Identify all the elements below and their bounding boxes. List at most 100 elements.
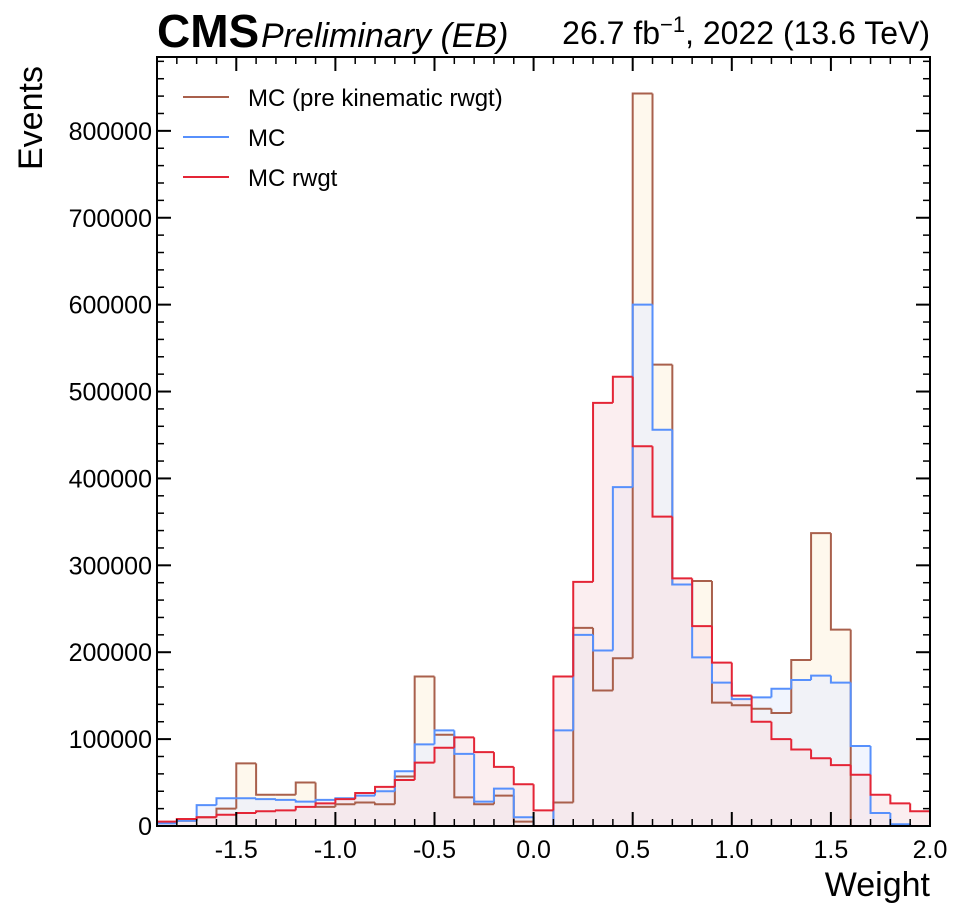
y-tick-label: 400000	[69, 465, 152, 493]
histogram-bin	[909, 803, 930, 813]
histogram-bin	[433, 746, 455, 763]
y-tick-label: 800000	[69, 118, 152, 146]
histogram-bin	[829, 533, 851, 631]
x-tick-label: -0.5	[413, 836, 456, 864]
histogram-bin	[453, 736, 475, 748]
histogram-bin	[730, 662, 752, 697]
lumi-prefix: 26.7 fb	[562, 15, 660, 51]
histogram-bin	[294, 781, 316, 795]
x-tick-label: 2.0	[913, 836, 948, 864]
histogram-bin	[195, 804, 217, 821]
x-tick-label: 0.0	[516, 836, 551, 864]
histogram-bin	[374, 802, 395, 806]
y-tick-label: 100000	[69, 726, 152, 754]
x-tick-label: 1.5	[814, 836, 849, 864]
histogram-bin	[592, 401, 613, 582]
histogram-bin	[849, 765, 871, 776]
histogram-bin	[849, 682, 871, 748]
histogram-bin	[869, 746, 891, 814]
y-tick-label: 0	[138, 813, 152, 841]
lumi-exponent: −1	[660, 12, 685, 37]
plot-frame	[156, 56, 931, 827]
y-axis-label: Events	[12, 66, 50, 170]
histogram-bin	[790, 679, 812, 689]
legend: MC (pre kinematic rwgt) MC MC rwgt	[183, 85, 503, 192]
histogram-bin	[889, 794, 911, 805]
histogram-bin	[354, 791, 376, 800]
histogram-bin	[354, 801, 376, 805]
status-label: Preliminary (EB)	[261, 17, 508, 55]
x-tick-label: 0.5	[615, 836, 650, 864]
histogram-bin	[235, 762, 257, 809]
histogram-bin	[810, 749, 831, 760]
histogram-bin	[334, 798, 356, 804]
histogram-bin	[770, 687, 792, 698]
histogram-bin	[512, 788, 534, 819]
x-axis-label: Weight	[825, 866, 931, 904]
ticks-layer: -1.5 -1.0 -0.5 0.0 0.5 1.0 1.5 2.0 0 100000 200000…	[69, 57, 948, 864]
histogram-bin	[611, 657, 633, 691]
histogram-bin	[314, 802, 336, 807]
histogram-bin	[671, 516, 693, 580]
histogram-bin	[512, 766, 534, 786]
histogram-bin	[710, 626, 732, 664]
histogram-bin	[611, 486, 633, 651]
histogram-bin	[215, 797, 237, 806]
histogram-bin	[314, 798, 336, 802]
histogram-bin	[532, 784, 554, 812]
histogram-bin	[274, 809, 296, 812]
legend-label: MC	[248, 125, 285, 152]
lumi-suffix: , 2022 (13.6 TeV)	[685, 15, 930, 51]
histogram-bin	[334, 803, 356, 807]
histogram-bin	[492, 787, 514, 802]
histogram-bin	[810, 532, 831, 661]
histogram-bin	[611, 375, 633, 403]
histogram-bin	[413, 675, 435, 777]
histogram-bin	[651, 93, 673, 366]
y-tick-label: 700000	[69, 205, 152, 233]
histogram-bin	[215, 813, 237, 818]
histogram-bin	[255, 810, 276, 813]
histogram-bin	[829, 675, 851, 684]
histogram-bin	[671, 429, 693, 586]
lumi-label: 26.7 fb−1, 2022 (13.6 TeV)	[562, 12, 930, 51]
histogram-layer	[156, 92, 931, 827]
y-tick-label: 500000	[69, 379, 152, 407]
legend-label: MC rwgt	[248, 165, 338, 192]
histogram-bin	[374, 785, 395, 793]
histogram-bin	[750, 695, 772, 723]
histogram-bin	[810, 674, 831, 681]
histogram-bin	[572, 580, 594, 677]
histogram-bin	[294, 805, 316, 811]
histogram-bin	[592, 634, 613, 652]
histogram-bin	[631, 376, 653, 448]
legend-label: MC (pre kinematic rwgt)	[248, 85, 503, 112]
histogram-bin	[651, 446, 673, 518]
histogram-bin	[790, 739, 812, 751]
y-tick-label: 200000	[69, 639, 152, 667]
y-tick-label: 300000	[69, 552, 152, 580]
cms-label: CMS	[157, 5, 259, 57]
histogram-bin	[730, 702, 752, 707]
histogram-bin	[413, 761, 435, 780]
histogram-bin	[433, 676, 455, 736]
x-tick-label: -1.5	[215, 836, 258, 864]
histogram-bin	[473, 753, 494, 803]
histogram-bin	[710, 657, 732, 684]
histogram-bin	[393, 778, 415, 787]
histogram-bin	[255, 798, 276, 801]
histogram-bin	[294, 799, 316, 803]
histogram-bin	[770, 708, 792, 715]
histogram-bin	[651, 304, 673, 431]
y-tick-label: 600000	[69, 292, 152, 320]
histogram-bin	[552, 675, 574, 811]
histogram-bin	[255, 763, 276, 796]
histogram-bin	[473, 737, 494, 754]
histogram-bin	[274, 798, 296, 801]
histogram-bin	[829, 758, 851, 767]
histogram-bin	[790, 659, 812, 714]
x-tick-label: 1.0	[714, 836, 749, 864]
series-2-fill	[157, 376, 930, 826]
x-tick-label: -1.0	[314, 836, 357, 864]
